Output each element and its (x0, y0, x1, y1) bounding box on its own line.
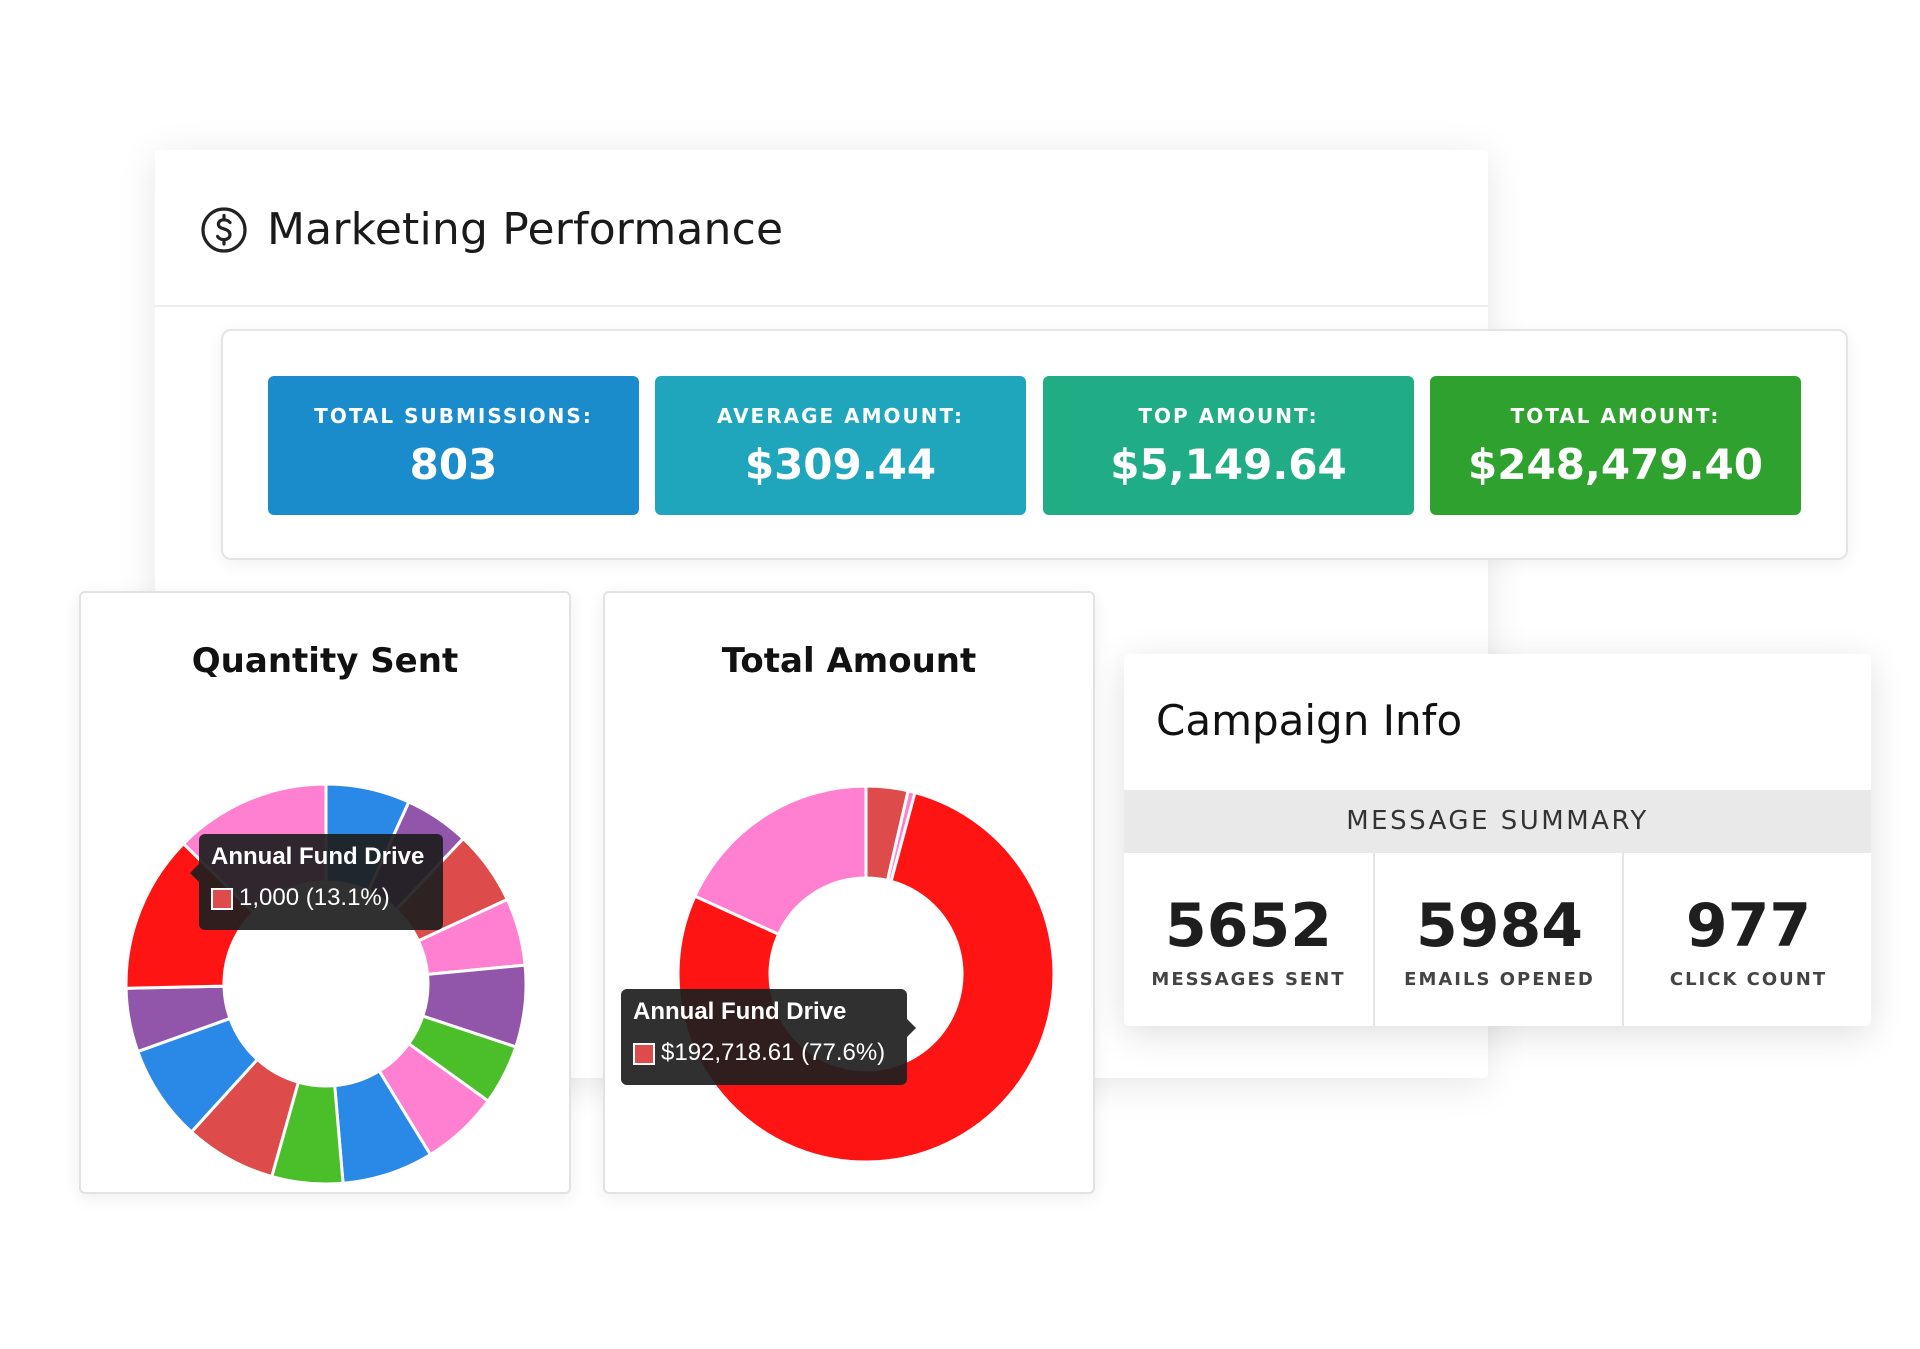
message-summary-header: MESSAGE SUMMARY (1124, 790, 1871, 853)
kpi-label: TOTAL AMOUNT: (1510, 404, 1721, 428)
kpi-value: $248,479.40 (1468, 440, 1763, 489)
stat-label: EMAILS OPENED (1404, 969, 1595, 990)
tooltip-arrow (907, 1019, 916, 1037)
kpi-value: $309.44 (744, 440, 937, 489)
total-amount-chart-card: Total Amount Annual Fund Drive $192,718.… (603, 591, 1095, 1194)
tooltip-swatch (633, 1043, 655, 1065)
kpi-average-amount: AVERAGE AMOUNT: $309.44 (655, 376, 1026, 515)
kpi-top-amount: TOP AMOUNT: $5,149.64 (1043, 376, 1414, 515)
chart-slice-3[interactable] (692, 784, 868, 937)
stat-label: CLICK COUNT (1669, 969, 1828, 990)
chart-tooltip: Annual Fund Drive 1,000 (13.1%) (190, 834, 443, 930)
kpi-label: TOTAL SUBMISSIONS: (314, 404, 593, 428)
tooltip-title: Annual Fund Drive (633, 998, 847, 1025)
kpi-label: TOP AMOUNT: (1138, 404, 1319, 428)
stat-click-count: 977 CLICK COUNT (1622, 853, 1871, 1026)
tooltip-value: $192,718.61 (77.6%) (661, 1039, 886, 1066)
total-amount-doughnut-chart[interactable] (605, 593, 1097, 1196)
chart-tooltip: Annual Fund Drive $192,718.61 (77.6%) (621, 989, 916, 1085)
quantity-sent-chart-card: Quantity Sent Annual Fund Drive 1,000 (1… (79, 591, 571, 1194)
kpi-value: $5,149.64 (1110, 440, 1347, 489)
card-header: Marketing Performance (155, 150, 1488, 307)
chart-title: Total Amount (721, 641, 977, 681)
kpi-label: AVERAGE AMOUNT: (716, 404, 965, 428)
tooltip-arrow (190, 864, 199, 882)
kpi-strip: TOTAL SUBMISSIONS: 803 AVERAGE AMOUNT: $… (221, 329, 1848, 560)
stat-value: 5984 (1416, 891, 1583, 961)
campaign-info-card: Campaign Info MESSAGE SUMMARY 5652 MESSA… (1124, 654, 1871, 1026)
kpi-total-submissions: TOTAL SUBMISSIONS: 803 (268, 376, 639, 515)
stat-messages-sent: 5652 MESSAGES SENT (1124, 853, 1373, 1026)
kpi-total-amount: TOTAL AMOUNT: $248,479.40 (1430, 376, 1801, 515)
kpi-value: 803 (409, 440, 498, 489)
stat-value: 977 (1685, 891, 1812, 961)
stat-label: MESSAGES SENT (1151, 969, 1346, 990)
tooltip-title: Annual Fund Drive (211, 843, 425, 870)
page-title: Marketing Performance (267, 204, 784, 255)
dollar-circle-icon (201, 207, 247, 253)
tooltip-swatch (211, 888, 233, 910)
stat-emails-opened: 5984 EMAILS OPENED (1373, 853, 1624, 1026)
tooltip-value: 1,000 (13.1%) (239, 884, 390, 911)
stat-value: 5652 (1165, 891, 1332, 961)
campaign-title: Campaign Info (1156, 696, 1463, 745)
chart-title: Quantity Sent (191, 641, 459, 681)
